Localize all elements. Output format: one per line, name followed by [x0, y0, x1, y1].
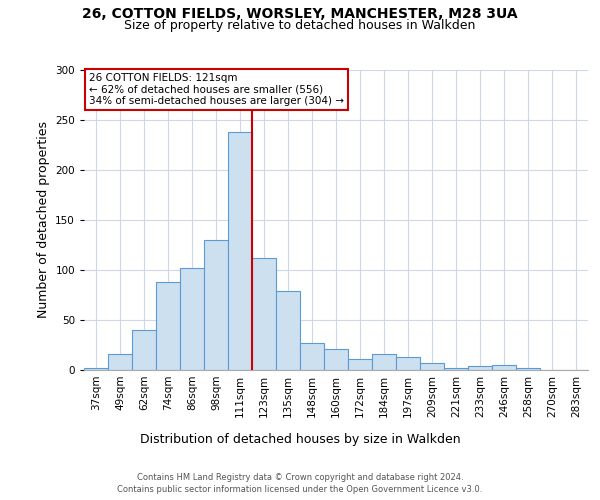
Bar: [228, 132, 252, 370]
Bar: [204, 240, 228, 370]
Bar: [396, 357, 420, 370]
Y-axis label: Number of detached properties: Number of detached properties: [37, 122, 50, 318]
Bar: [372, 354, 396, 370]
Bar: [156, 282, 180, 370]
Text: Distribution of detached houses by size in Walkden: Distribution of detached houses by size …: [140, 432, 460, 446]
Text: 26 COTTON FIELDS: 121sqm
← 62% of detached houses are smaller (556)
34% of semi-: 26 COTTON FIELDS: 121sqm ← 62% of detach…: [89, 73, 344, 106]
Bar: [300, 343, 324, 370]
Text: 26, COTTON FIELDS, WORSLEY, MANCHESTER, M28 3UA: 26, COTTON FIELDS, WORSLEY, MANCHESTER, …: [82, 8, 518, 22]
Bar: [108, 354, 132, 370]
Bar: [180, 268, 204, 370]
Bar: [84, 368, 108, 370]
Bar: [324, 349, 348, 370]
Bar: [276, 291, 300, 370]
Bar: [252, 258, 276, 370]
Bar: [516, 368, 540, 370]
Bar: [468, 366, 492, 370]
Bar: [132, 330, 156, 370]
Bar: [348, 359, 372, 370]
Text: Size of property relative to detached houses in Walkden: Size of property relative to detached ho…: [124, 18, 476, 32]
Bar: [420, 363, 444, 370]
Bar: [492, 365, 516, 370]
Text: Contains HM Land Registry data © Crown copyright and database right 2024.: Contains HM Land Registry data © Crown c…: [137, 472, 463, 482]
Text: Contains public sector information licensed under the Open Government Licence v3: Contains public sector information licen…: [118, 485, 482, 494]
Bar: [444, 368, 468, 370]
